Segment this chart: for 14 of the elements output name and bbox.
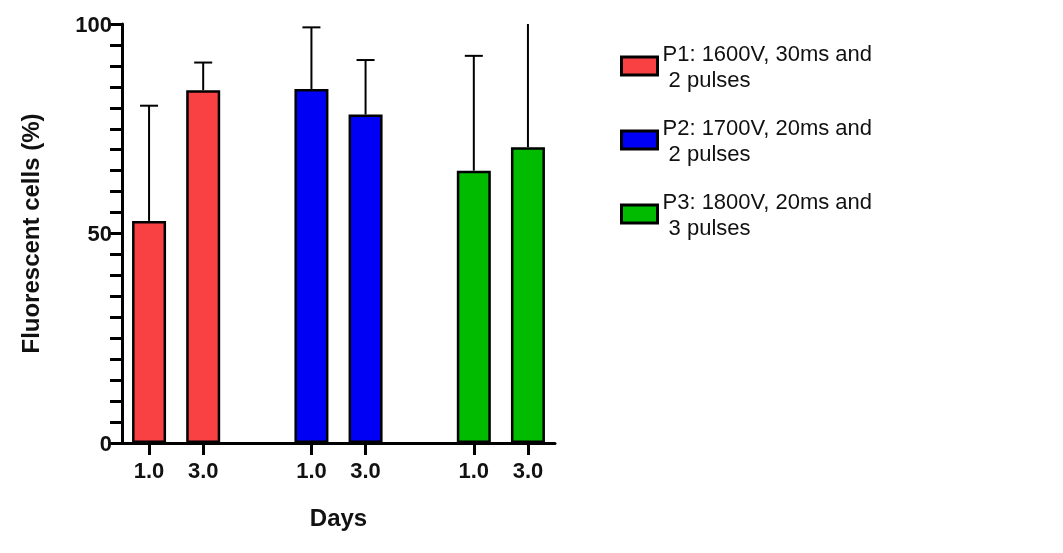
y-tick-label: 0: [99, 430, 112, 456]
legend-label: P3: 1800V, 20ms and 3 pulses: [662, 188, 873, 240]
legend-label: P2: 1700V, 20ms and 2 pulses: [662, 114, 873, 166]
x-tick-label: 1.0: [133, 457, 165, 483]
x-tick-label: 3.0: [512, 457, 544, 483]
x-tick-label: 1.0: [458, 457, 490, 483]
y-axis-title: Fluorescent cells (%): [16, 113, 44, 354]
x-axis-title: Days: [309, 503, 368, 531]
x-tick-label: 3.0: [350, 457, 381, 483]
y-tick-label: 50: [87, 221, 112, 246]
legend-label: P1: 1600V, 30ms and 2 pulses: [662, 40, 873, 92]
y-tick-label: 100: [75, 11, 112, 37]
x-tick-label: 3.0: [187, 457, 219, 483]
x-tick-label: 1.0: [296, 457, 327, 483]
